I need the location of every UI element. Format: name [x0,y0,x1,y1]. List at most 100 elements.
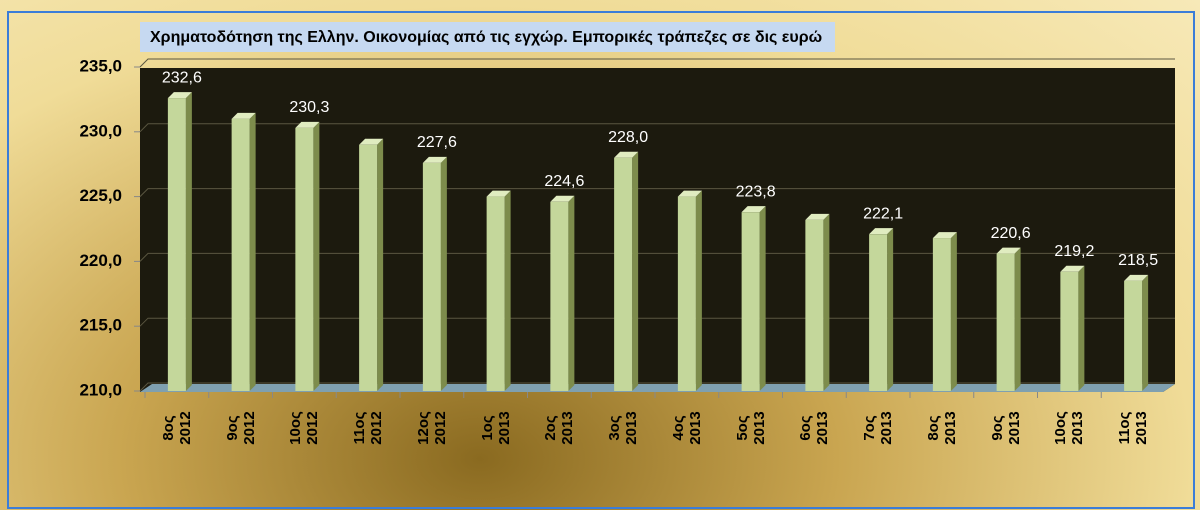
bar-side [504,190,511,391]
bar [359,138,384,391]
bar-side [568,195,575,391]
value-label: 218,5 [1118,252,1158,269]
bar-front [167,98,186,391]
grid-line [139,58,1175,68]
bar-side [313,121,320,392]
bar [869,228,894,391]
bar-side [1078,265,1085,391]
bar-top [1060,265,1085,272]
value-label: 220,6 [991,225,1031,242]
x-tick-label: 2ος 2013 [542,411,577,445]
bar [422,156,447,391]
bar [550,195,575,391]
bar-top [295,121,320,128]
bar-side [632,151,639,391]
x-tick-label: 4ος 2013 [669,411,704,445]
value-label: 227,6 [417,134,457,151]
grid-line [139,317,1175,327]
bar-top [486,190,511,197]
bar [614,151,639,391]
x-tick-label: 9ος 2012 [223,411,258,445]
bar-side [887,228,894,391]
bar-side [1142,274,1149,391]
plot-area [140,68,1175,392]
value-label: 222,1 [863,205,903,222]
bar [295,121,320,392]
bar [932,232,957,391]
bar-front [359,144,378,391]
grid-line [139,123,1175,133]
x-tick-label: 11ος 2013 [1116,411,1151,445]
bar-top [805,213,830,220]
bar-side [377,138,384,391]
bar-front [614,157,633,391]
bar-front [1124,280,1143,391]
value-label: 228,0 [608,129,648,146]
value-label: 230,3 [289,99,329,116]
bar [231,112,256,391]
bar-front [741,212,760,391]
bar-side [440,156,447,391]
x-tick-label: 12ος 2012 [414,411,449,445]
bar-front [295,127,314,392]
bar [1060,265,1085,391]
bar-front [677,196,696,391]
bar-top [167,92,192,99]
grid-line [139,252,1175,262]
bar-top [932,232,957,239]
title-box [140,22,835,52]
bar-top [422,156,447,163]
x-tick-label: 6ος 2013 [797,411,832,445]
chart-title: Χρηματοδότηση της Ελλην. Οικονομίας από … [150,29,822,46]
floor [140,384,1175,392]
bar-front [486,196,505,391]
bar-top [1124,274,1149,281]
x-tick-label: 7ος 2013 [861,411,896,445]
bar-top [869,228,894,235]
bar-front [996,253,1015,391]
x-tick-label: 3ος 2013 [606,411,641,445]
bar-front [932,238,951,391]
bar [741,206,766,391]
bar-top [550,195,575,202]
value-label: 232,6 [162,69,202,86]
bar [996,247,1021,391]
bar-top [677,190,702,197]
grid-line [139,188,1175,197]
bar-side [249,112,256,391]
x-tick-label: 1ος 2013 [478,411,513,445]
bar-side [185,92,192,391]
y-tick-label: 235,0 [79,56,122,75]
frame [7,11,1195,509]
bar-side [759,206,766,391]
bar [1124,274,1149,391]
bar-top [359,138,384,145]
bar-top [614,151,639,158]
bar-side [950,232,957,391]
bar-front [805,219,824,391]
y-tick-label: 230,0 [79,121,122,140]
value-label: 224,6 [544,173,584,190]
y-tick-label: 225,0 [79,186,122,205]
bar-top [741,206,766,213]
bar-front [422,162,441,391]
bar-side [823,213,830,391]
bar-front [231,118,250,391]
bar [677,190,702,391]
x-tick-label: 5ος 2013 [733,411,768,445]
x-tick-label: 10ος 2012 [287,411,322,445]
bar [167,92,192,391]
bar-top [996,247,1021,254]
bar [805,213,830,391]
value-label: 223,8 [736,183,776,200]
bar-top [231,112,256,119]
x-tick-label: 8ος 2013 [924,411,959,445]
bar-side [695,190,702,391]
value-label: 219,2 [1054,243,1094,260]
x-tick-label: 11ος 2012 [351,411,386,445]
x-tick-label: 8ος 2012 [159,411,194,445]
x-tick-label: 10ος 2013 [1052,411,1087,445]
bar-front [869,234,888,391]
